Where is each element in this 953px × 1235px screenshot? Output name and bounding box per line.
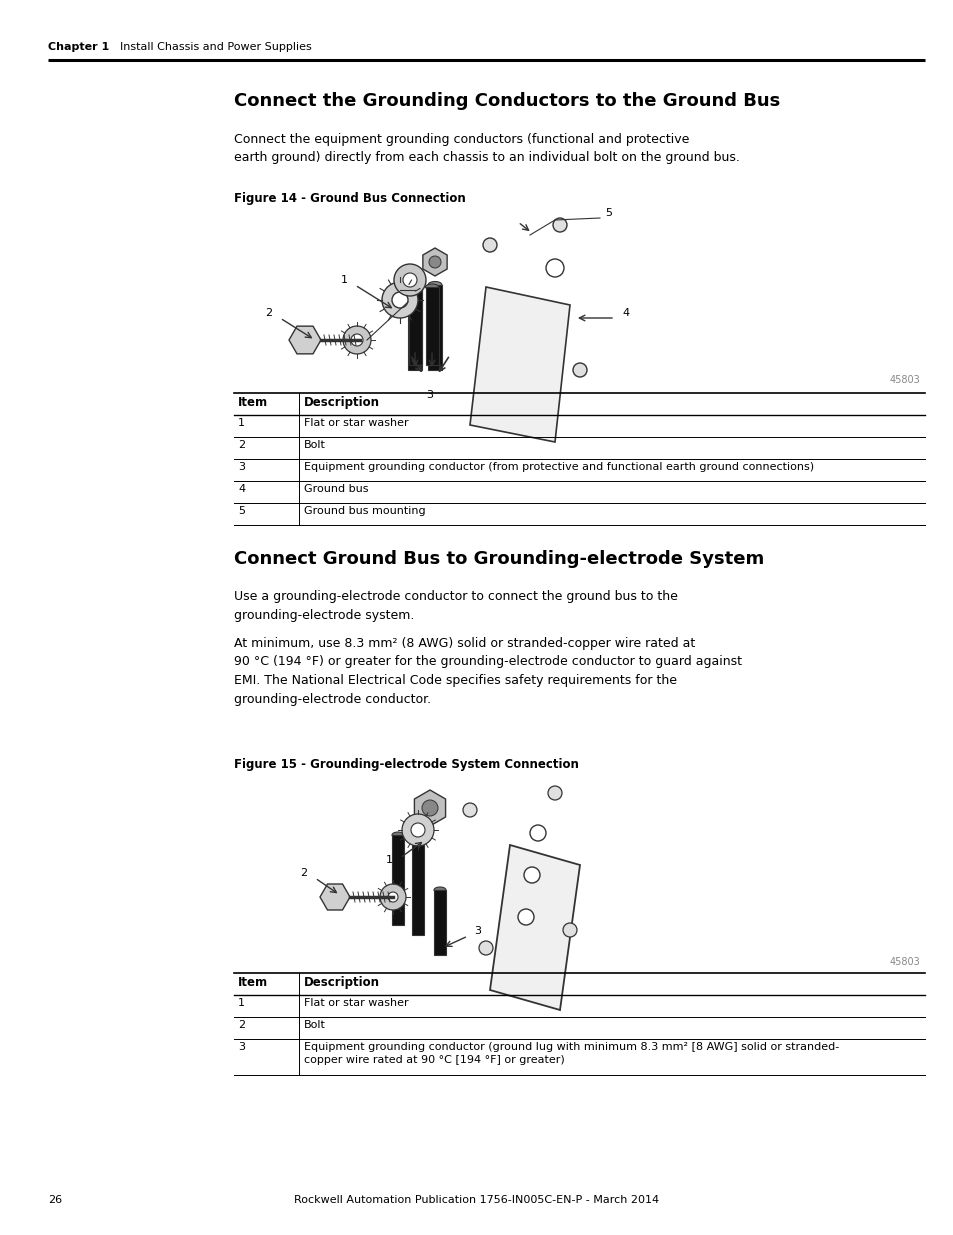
Text: 45803: 45803 <box>888 375 919 385</box>
Circle shape <box>482 238 497 252</box>
Circle shape <box>562 923 577 937</box>
Text: 2: 2 <box>299 868 307 878</box>
Circle shape <box>392 291 408 308</box>
Text: Equipment grounding conductor (from protective and functional earth ground conne: Equipment grounding conductor (from prot… <box>304 462 813 472</box>
Text: Install Chassis and Power Supplies: Install Chassis and Power Supplies <box>106 42 312 52</box>
Polygon shape <box>289 326 320 354</box>
Circle shape <box>379 884 406 910</box>
Bar <box>392 835 403 925</box>
Polygon shape <box>414 790 445 826</box>
Ellipse shape <box>408 282 421 289</box>
Circle shape <box>421 800 437 816</box>
Ellipse shape <box>412 832 423 839</box>
Text: 3: 3 <box>474 926 480 936</box>
Bar <box>409 287 421 366</box>
Circle shape <box>401 814 434 846</box>
Text: Figure 14 - Ground Bus Connection: Figure 14 - Ground Bus Connection <box>233 191 465 205</box>
Text: 2: 2 <box>265 308 272 317</box>
Bar <box>426 287 438 366</box>
Text: Equipment grounding conductor (ground lug with minimum 8.3 mm² [8 AWG] solid or : Equipment grounding conductor (ground lu… <box>304 1042 839 1066</box>
Text: Ground bus: Ground bus <box>304 484 368 494</box>
Circle shape <box>538 303 557 321</box>
Bar <box>412 835 423 935</box>
Text: Connect the equipment grounding conductors (functional and protective
earth grou: Connect the equipment grounding conducto… <box>233 133 740 164</box>
Ellipse shape <box>392 832 403 839</box>
Text: 1: 1 <box>237 417 245 429</box>
Circle shape <box>517 909 534 925</box>
Text: Use a grounding-electrode conductor to connect the ground bus to the
grounding-e: Use a grounding-electrode conductor to c… <box>233 590 678 621</box>
Text: 26: 26 <box>48 1195 62 1205</box>
Circle shape <box>523 867 539 883</box>
Text: Flat or star washer: Flat or star washer <box>304 417 408 429</box>
Text: Bolt: Bolt <box>304 440 326 450</box>
Text: Description: Description <box>304 396 379 409</box>
Circle shape <box>502 383 517 396</box>
Text: 2: 2 <box>237 1020 245 1030</box>
Text: 4: 4 <box>237 484 245 494</box>
Circle shape <box>547 785 561 800</box>
Text: Chapter 1: Chapter 1 <box>48 42 110 52</box>
Circle shape <box>530 825 545 841</box>
Ellipse shape <box>408 284 421 290</box>
Circle shape <box>343 326 371 354</box>
Text: 5: 5 <box>604 207 612 219</box>
Circle shape <box>534 346 552 364</box>
Text: Ground bus mounting: Ground bus mounting <box>304 506 425 516</box>
Text: 45803: 45803 <box>888 957 919 967</box>
Text: 3: 3 <box>426 390 433 400</box>
Text: Connect the Grounding Conductors to the Ground Bus: Connect the Grounding Conductors to the … <box>233 91 780 110</box>
Circle shape <box>478 941 493 955</box>
Circle shape <box>411 823 424 837</box>
Polygon shape <box>422 248 447 275</box>
Circle shape <box>388 892 397 902</box>
Bar <box>434 890 446 955</box>
Text: 1: 1 <box>386 855 393 864</box>
Circle shape <box>573 363 586 377</box>
Polygon shape <box>319 884 350 910</box>
Circle shape <box>545 259 563 277</box>
Text: 3: 3 <box>237 1042 245 1052</box>
FancyBboxPatch shape <box>428 285 441 370</box>
Text: Item: Item <box>237 396 268 409</box>
Text: Connect Ground Bus to Grounding-electrode System: Connect Ground Bus to Grounding-electrod… <box>233 550 763 568</box>
Text: Item: Item <box>237 976 268 989</box>
Text: 5: 5 <box>237 506 245 516</box>
Text: Flat or star washer: Flat or star washer <box>304 998 408 1008</box>
Ellipse shape <box>434 887 446 893</box>
Text: 1: 1 <box>237 998 245 1008</box>
Polygon shape <box>470 287 569 442</box>
Text: Rockwell Automation Publication 1756-IN005C-EN-P - March 2014: Rockwell Automation Publication 1756-IN0… <box>294 1195 659 1205</box>
Ellipse shape <box>425 284 438 290</box>
Text: 3: 3 <box>237 462 245 472</box>
Circle shape <box>429 256 440 268</box>
Circle shape <box>394 264 426 296</box>
Text: 4: 4 <box>621 308 628 317</box>
Circle shape <box>402 273 416 287</box>
Text: 2: 2 <box>237 440 245 450</box>
FancyBboxPatch shape <box>408 285 421 370</box>
Ellipse shape <box>428 282 441 289</box>
Circle shape <box>553 219 566 232</box>
Circle shape <box>462 803 476 818</box>
Circle shape <box>351 333 363 346</box>
Text: At minimum, use 8.3 mm² (8 AWG) solid or stranded-copper wire rated at
90 °C (19: At minimum, use 8.3 mm² (8 AWG) solid or… <box>233 637 741 705</box>
Text: Figure 15 - Grounding-electrode System Connection: Figure 15 - Grounding-electrode System C… <box>233 758 578 771</box>
Polygon shape <box>490 845 579 1010</box>
Circle shape <box>381 282 417 317</box>
Text: Bolt: Bolt <box>304 1020 326 1030</box>
Text: 1: 1 <box>340 275 348 285</box>
Text: Description: Description <box>304 976 379 989</box>
